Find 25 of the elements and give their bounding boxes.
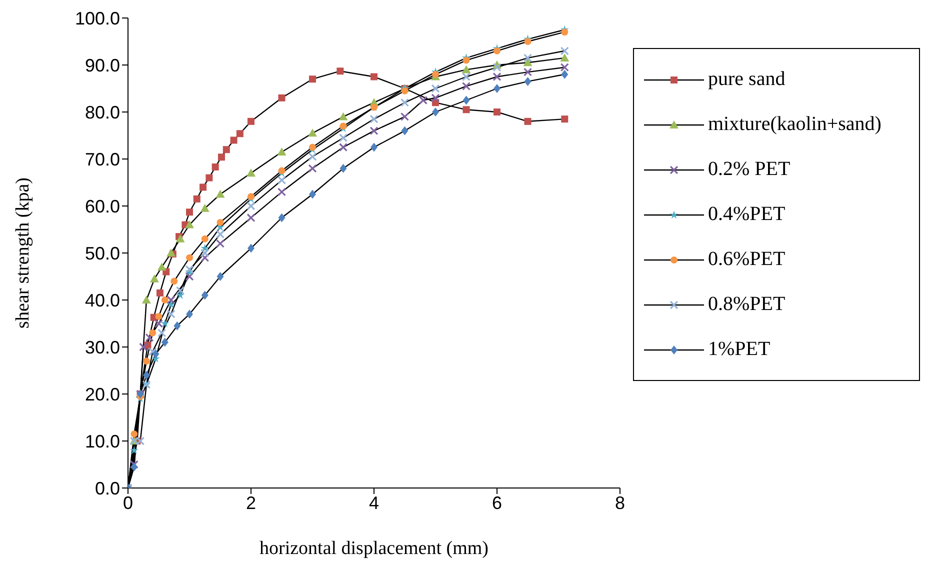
y-tick-label: 90.0 [84,55,120,76]
y-tick-label: 80.0 [84,102,120,122]
y-tick-label: 10.0 [84,431,120,452]
y-tick-label: 50.0 [84,243,120,264]
x-axis-title: horizontal displacement (mm) [260,538,488,559]
y-tick-label: 100.0 [74,8,120,28]
y-tick-label: 60.0 [84,196,120,216]
y-tick-label: 0.0 [94,478,120,498]
legend-label: 1%PET [708,338,770,361]
x-tick-label: 2 [246,492,256,513]
legend-label: mixture(kaolin+sand) [708,113,882,136]
legend-label: pure sand [708,68,786,91]
legend-label: 0.2% PET [708,158,790,181]
x-tick-label: 4 [368,492,380,513]
y-tick-label: 20.0 [84,384,120,404]
y-axis-title: shear strength (kpa) [12,178,34,328]
x-tick-label: 0 [122,492,134,513]
y-tick-label: 30.0 [84,337,120,358]
x-tick-label: 8 [614,492,626,513]
y-tick-label: 40.0 [84,290,120,310]
x-tick-label: 6 [492,492,502,513]
legend-label: 0.4%PET [708,203,786,226]
y-tick-label: 70.0 [84,149,120,170]
legend-label: 0.6%PET [708,248,786,271]
legend-label: 0.8%PET [708,293,786,316]
